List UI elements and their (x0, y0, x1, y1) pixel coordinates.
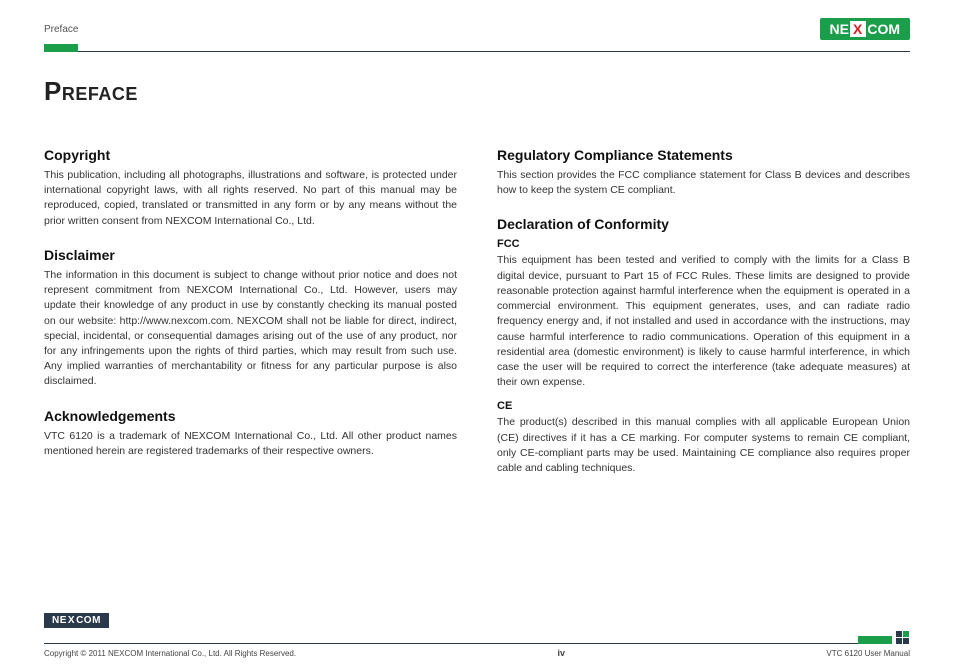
footer-doc-title: VTC 6120 User Manual (826, 649, 910, 658)
footer-page-number: iv (557, 648, 565, 658)
footer-logo: NEXCOM (44, 613, 109, 628)
header-section-label: Preface (44, 24, 78, 35)
heading-declaration: Declaration of Conformity (497, 216, 910, 232)
rule-line (78, 51, 910, 53)
body-fcc: This equipment has been tested and verif… (497, 253, 910, 390)
heading-regulatory: Regulatory Compliance Statements (497, 147, 910, 163)
heading-copyright: Copyright (44, 147, 457, 163)
footer-row: Copyright © 2011 NEXCOM International Co… (44, 648, 910, 658)
heading-disclaimer: Disclaimer (44, 247, 457, 263)
content-columns: Copyright This publication, including al… (44, 147, 910, 494)
logo-part-x: X (850, 21, 866, 37)
header-bar: Preface NEXCOM (44, 18, 910, 40)
body-acknowledgements: VTC 6120 is a trademark of NEXCOM Intern… (44, 429, 457, 459)
brand-logo: NEXCOM (820, 18, 910, 40)
footer-rule (44, 631, 910, 644)
logo-part-left: NE (830, 21, 849, 37)
footer-squares-icon (896, 631, 910, 644)
body-copyright: This publication, including all photogra… (44, 168, 457, 229)
logo-part-right: COM (867, 21, 900, 37)
rule-accent (44, 44, 78, 52)
left-column: Copyright This publication, including al… (44, 147, 457, 494)
body-ce: The product(s) described in this manual … (497, 415, 910, 476)
right-column: Regulatory Compliance Statements This se… (497, 147, 910, 494)
subheading-ce: CE (497, 400, 910, 412)
footer-rule-line (44, 643, 858, 645)
body-disclaimer: The information in this document is subj… (44, 268, 457, 390)
footer-logo-right: COM (76, 615, 101, 626)
footer-logo-left: NE (52, 615, 67, 626)
chapter-title: Preface (44, 76, 910, 107)
body-regulatory: This section provides the FCC compliance… (497, 168, 910, 198)
heading-acknowledgements: Acknowledgements (44, 408, 457, 424)
footer-logo-x: X (67, 615, 76, 626)
header-rule (44, 44, 910, 52)
subheading-fcc: FCC (497, 238, 910, 250)
footer-rule-accent (858, 636, 892, 644)
footer-copyright: Copyright © 2011 NEXCOM International Co… (44, 649, 296, 658)
footer: NEXCOM Copyright © 2011 NEXCOM Internati… (44, 613, 910, 658)
